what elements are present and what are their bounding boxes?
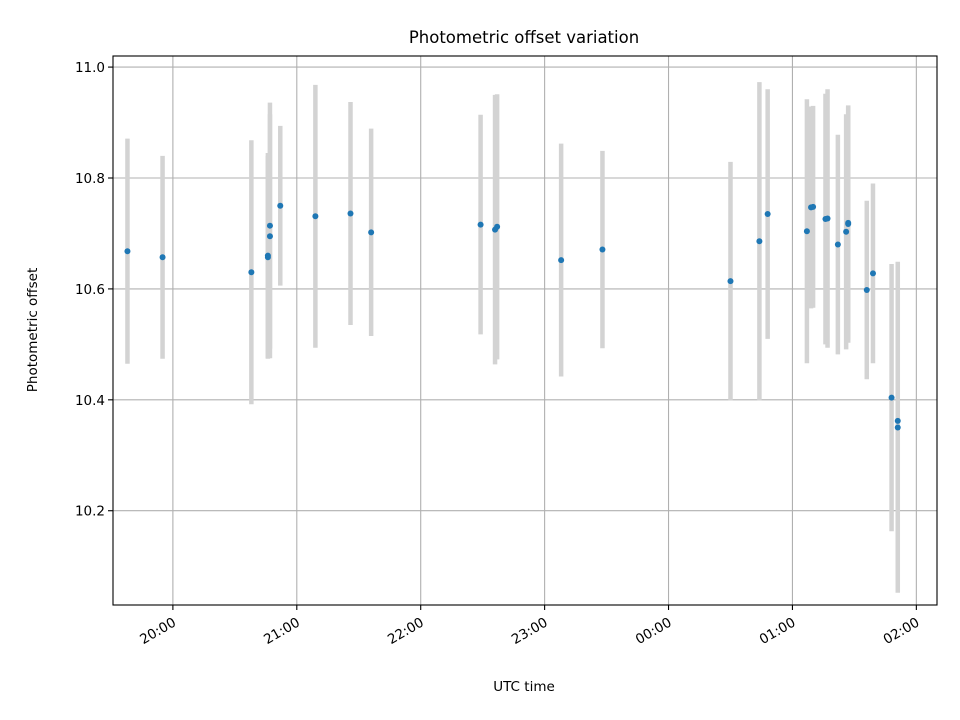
data-point [869, 270, 876, 277]
data-point [248, 269, 255, 276]
y-tick-label: 10.8 [75, 171, 105, 187]
data-point [863, 287, 870, 294]
y-axis-label: Photometric offset [25, 268, 41, 392]
data-point [558, 257, 565, 264]
data-point [368, 229, 375, 236]
data-point [843, 228, 850, 235]
data-point [266, 233, 273, 240]
data-point [894, 424, 901, 431]
data-point [347, 210, 354, 217]
x-axis-label: UTC time [493, 679, 555, 695]
data-point [124, 248, 131, 255]
data-point [834, 241, 841, 248]
data-points [124, 202, 901, 431]
data-point [888, 394, 895, 401]
data-point [477, 221, 484, 228]
y-tick-label: 10.2 [75, 504, 105, 520]
data-point [824, 215, 831, 222]
data-point [159, 254, 166, 261]
data-point [312, 213, 319, 220]
plot-frame [112, 55, 938, 606]
data-point [599, 246, 606, 253]
data-point [756, 238, 763, 245]
data-point [803, 228, 810, 235]
y-tick-label: 11.0 [75, 60, 105, 76]
y-tick-label: 10.6 [75, 282, 105, 298]
data-point [264, 254, 271, 261]
data-point [266, 222, 273, 229]
y-tick-label: 10.4 [75, 393, 105, 409]
data-point [764, 211, 771, 218]
data-point [277, 202, 284, 209]
data-point [845, 221, 852, 228]
data-point [494, 223, 501, 230]
data-point [727, 278, 734, 285]
data-point [810, 203, 817, 210]
data-point [894, 417, 901, 424]
y-axis-ticks: 10.2 10.4 10.6 10.8 11.0 [75, 60, 113, 520]
chart-title: Photometric offset variation [409, 28, 639, 47]
